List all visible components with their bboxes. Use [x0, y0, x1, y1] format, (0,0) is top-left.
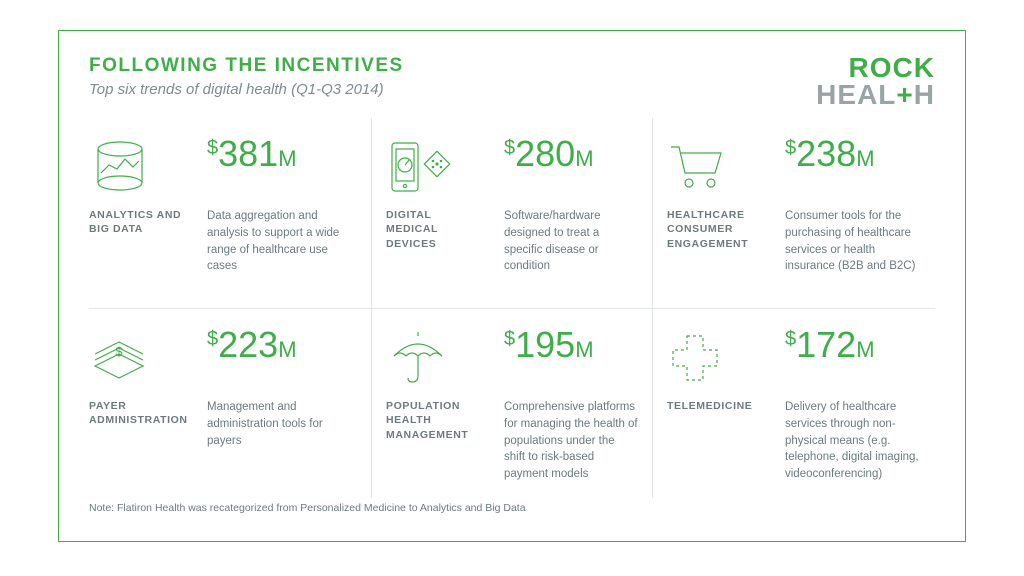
trend-amount: $195M — [504, 327, 638, 389]
umbrella-icon — [386, 327, 486, 389]
cart-icon — [667, 136, 767, 198]
cross-dashed-icon — [667, 327, 767, 389]
trend-amount: $238M — [785, 136, 921, 198]
trend-amount: $381M — [207, 136, 357, 198]
trend-card: $ $223M PAYER ADMINISTRATION Management … — [89, 308, 371, 498]
trend-card: $195M POPULATION HEALTH MANAGEMENT Compr… — [371, 308, 653, 498]
trend-card: $172M TELEMEDICINE Delivery of healthcar… — [653, 308, 935, 498]
trend-label: DIGITAL MEDICAL DEVICES — [386, 198, 486, 300]
trend-amount: $223M — [207, 327, 357, 389]
infographic-frame: FOLLOWING THE INCENTIVES Top six trends … — [58, 30, 966, 542]
footnote: Note: Flatiron Health was recategorized … — [59, 498, 965, 514]
trend-label: PAYER ADMINISTRATION — [89, 389, 189, 490]
logo-line-1: ROCK — [816, 55, 935, 82]
rock-health-logo: ROCK HEAL+H — [816, 55, 935, 108]
trend-desc: Comprehensive platforms for managing the… — [504, 389, 638, 490]
trend-card: $280M DIGITAL MEDICAL DEVICES Software/h… — [371, 118, 653, 308]
trend-desc: Management and administration tools for … — [207, 389, 357, 490]
trend-label: POPULATION HEALTH MANAGEMENT — [386, 389, 486, 490]
trend-desc: Data aggregation and analysis to support… — [207, 198, 357, 300]
trend-label: ANALYTICS AND BIG DATA — [89, 198, 189, 300]
papers-dollar-icon: $ — [89, 327, 189, 389]
trend-amount: $280M — [504, 136, 638, 198]
phone-gauge-icon — [386, 136, 486, 198]
cylinder-chart-icon — [89, 136, 189, 198]
title-block: FOLLOWING THE INCENTIVES Top six trends … — [89, 55, 404, 98]
svg-text:$: $ — [115, 344, 123, 359]
trend-desc: Software/hardware designed to treat a sp… — [504, 198, 638, 300]
trend-desc: Delivery of healthcare services through … — [785, 389, 921, 490]
trend-card: $238M HEALTHCARE CONSUMER ENGAGEMENT Con… — [653, 118, 935, 308]
page-subtitle: Top six trends of digital health (Q1-Q3 … — [89, 81, 404, 98]
header: FOLLOWING THE INCENTIVES Top six trends … — [59, 31, 965, 118]
trend-amount: $172M — [785, 327, 921, 389]
trend-desc: Consumer tools for the purchasing of hea… — [785, 198, 921, 300]
page-title: FOLLOWING THE INCENTIVES — [89, 55, 404, 77]
trend-label: HEALTHCARE CONSUMER ENGAGEMENT — [667, 198, 767, 300]
trend-label: TELEMEDICINE — [667, 389, 767, 490]
trend-card: $381M ANALYTICS AND BIG DATA Data aggreg… — [89, 118, 371, 308]
logo-line-2: HEAL+H — [816, 82, 935, 109]
trends-grid: $381M ANALYTICS AND BIG DATA Data aggreg… — [89, 118, 935, 498]
